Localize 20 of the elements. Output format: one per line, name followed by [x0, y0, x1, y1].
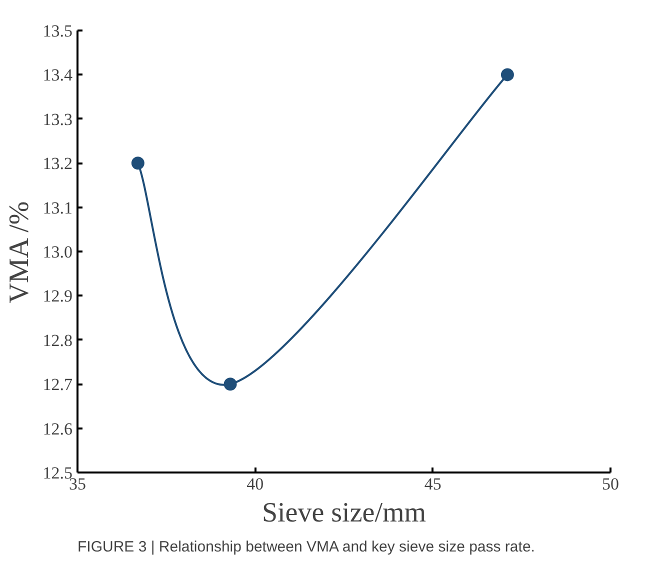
point [224, 378, 237, 391]
y-tick-label: 12.5 [42, 464, 72, 482]
point [500, 68, 514, 82]
y-tick-label: 13.1 [42, 198, 72, 218]
x-axis-title: Sieve size/mm [262, 498, 426, 528]
point [131, 156, 144, 170]
y-tick-label: 13.4 [42, 66, 73, 85]
y-tick-label: 13.2 [42, 154, 72, 174]
caption: FIGURE 3 | Relationship between VMA and key sieve size pass rate. [78, 538, 535, 556]
y-tick-label: 13.5 [42, 22, 72, 40]
y-tick-label: 13.3 [42, 110, 72, 129]
y-axis-title: VMA /% [4, 201, 35, 304]
y-tick-label: 13.0 [42, 242, 72, 262]
x-tick-label: 50 [602, 474, 619, 494]
x-tick-label: 45 [424, 474, 442, 494]
y-tick-label: 12.7 [42, 375, 73, 394]
x-tick-label: 40 [246, 474, 264, 494]
y-tick-label: 12.8 [42, 330, 72, 350]
y-tick-label: 12.9 [42, 286, 72, 306]
y-tick-label: 12.6 [42, 419, 72, 438]
